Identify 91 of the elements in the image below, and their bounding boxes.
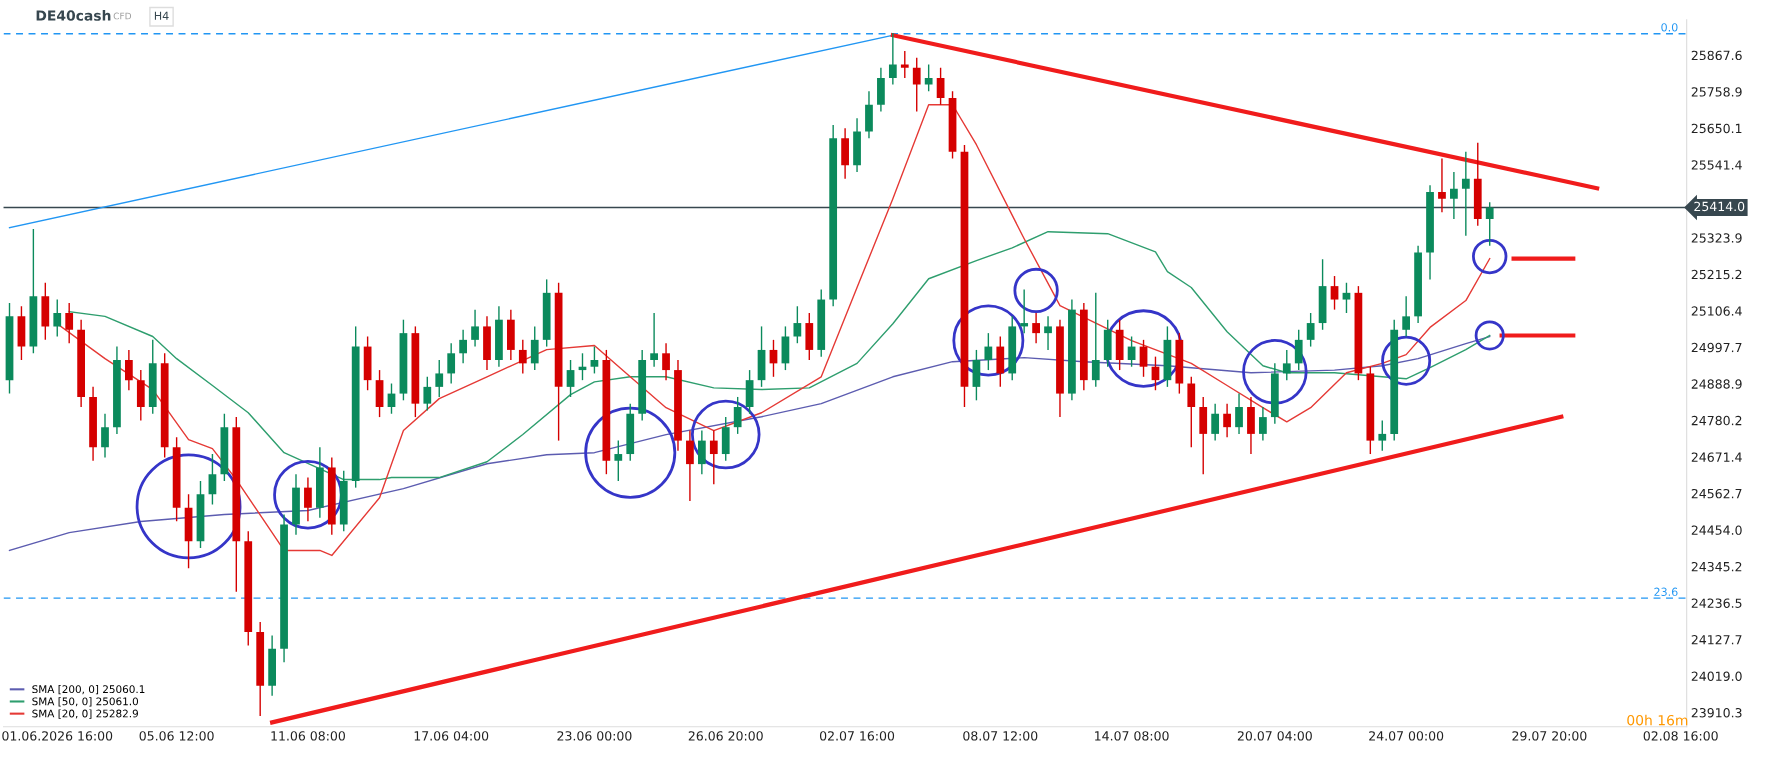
candlestick <box>1306 312 1315 348</box>
candlestick <box>1259 406 1267 442</box>
legend-label: SMA [50, 0] 25061.0 <box>32 697 139 707</box>
annotation: 0.0 <box>1661 23 1678 32</box>
candlestick <box>101 413 109 459</box>
y-tick-label: 24671.4 <box>1691 452 1742 462</box>
candlestick <box>888 32 897 86</box>
y-tick-label: 25758.9 <box>1691 87 1742 97</box>
candlestick <box>1330 275 1339 311</box>
candlestick <box>1294 329 1303 371</box>
y-tick-label: 23910.3 <box>1691 708 1742 718</box>
candlestick <box>900 50 909 79</box>
annotation: H4 <box>154 11 169 20</box>
x-tick-label: 26.06 20:00 <box>688 731 763 741</box>
annotation: 23.6 <box>1654 587 1678 596</box>
candlestick <box>1378 419 1387 452</box>
x-tick-label: 14.07 08:00 <box>1095 731 1169 741</box>
y-tick-label: 25215.2 <box>1691 269 1742 280</box>
x-tick-label: 24.07 00:00 <box>1369 731 1444 741</box>
candlestick <box>1139 339 1148 378</box>
candlestick <box>423 376 432 412</box>
candlestick <box>65 302 74 344</box>
ref-line-label: 25414.0 <box>1694 201 1745 212</box>
x-tick-label: 08.07 12:00 <box>963 731 1038 741</box>
legend-label: SMA [200, 0] 25060.1 <box>32 685 145 695</box>
candlestick <box>435 359 444 398</box>
y-tick-label: 24997.7 <box>1691 342 1742 353</box>
candlestick <box>304 476 312 522</box>
y-tick-label: 24454.0 <box>1691 525 1742 535</box>
y-tick-label: 25541.4 <box>1691 160 1742 170</box>
candlestick <box>530 325 539 371</box>
candlestick <box>518 339 527 375</box>
y-tick-label: 25323.9 <box>1691 233 1742 243</box>
y-tick-label: 25867.6 <box>1691 50 1742 61</box>
candlestick <box>614 439 623 482</box>
y-tick-label: 24236.5 <box>1691 598 1742 608</box>
annotation: 00h 16m <box>1627 714 1688 726</box>
candlestick <box>566 359 575 398</box>
candlestick <box>1211 402 1220 442</box>
candlestick <box>53 298 62 338</box>
candlestick <box>1223 402 1231 438</box>
y-tick-label: 24888.9 <box>1691 379 1742 389</box>
candlestick <box>1402 295 1411 338</box>
candlestick <box>1438 157 1446 213</box>
chart-title: DE40cash <box>36 10 111 21</box>
candlestick <box>125 349 133 391</box>
candlestick <box>697 429 706 475</box>
candlestick <box>447 342 456 385</box>
candlestick <box>1461 151 1470 237</box>
y-tick-label: 24345.2 <box>1691 561 1742 572</box>
candlestick <box>1091 292 1100 388</box>
candlestick <box>733 396 742 435</box>
candlestick <box>709 429 718 485</box>
candlestick <box>1342 282 1351 314</box>
candlestick <box>1187 376 1196 449</box>
candlestick <box>590 345 599 375</box>
candlestick <box>924 63 933 93</box>
candlestick <box>1485 201 1494 247</box>
candlestick <box>650 312 658 368</box>
x-tick-label: 29.07 20:00 <box>1512 731 1587 741</box>
candlestick <box>471 308 479 348</box>
candlestick <box>793 305 802 344</box>
x-tick-label: 17.06 04:00 <box>414 731 489 741</box>
candlestick <box>1282 349 1291 381</box>
candlestick <box>662 342 670 381</box>
candlestick <box>208 453 217 506</box>
x-tick-label: 20.07 04:00 <box>1237 731 1312 741</box>
text: CFD <box>113 12 132 20</box>
y-tick-label: 24780.2 <box>1691 415 1742 426</box>
legend-label: SMA [20, 0] 25282.9 <box>32 709 138 719</box>
candlestick <box>912 57 921 113</box>
y-tick-label: 24019.0 <box>1691 671 1742 681</box>
y-tick-label: 24562.7 <box>1691 488 1742 499</box>
x-tick-label: 05.06 12:00 <box>139 731 214 741</box>
y-tick-label: 24127.7 <box>1691 635 1742 645</box>
x-tick-label: 02.08 16:00 <box>1643 731 1718 741</box>
candlestick <box>1044 315 1052 351</box>
candlestick <box>984 332 993 371</box>
candlestick <box>936 67 945 106</box>
x-tick-label: 01.06.2026 16:00 <box>2 731 113 741</box>
x-tick-label: 11.06 08:00 <box>271 731 345 741</box>
y-tick-label: 25106.4 <box>1691 306 1742 316</box>
candlestick <box>1235 392 1243 435</box>
y-tick-label: 25650.1 <box>1691 123 1742 134</box>
candlestick <box>1032 312 1040 344</box>
x-tick-label: 02.07 16:00 <box>819 731 895 741</box>
candlestick <box>459 329 467 365</box>
candlestick <box>1450 171 1458 220</box>
candlestick <box>1020 288 1029 334</box>
x-tick-label: 23.06 00:00 <box>557 731 632 741</box>
candlestick <box>686 429 694 502</box>
